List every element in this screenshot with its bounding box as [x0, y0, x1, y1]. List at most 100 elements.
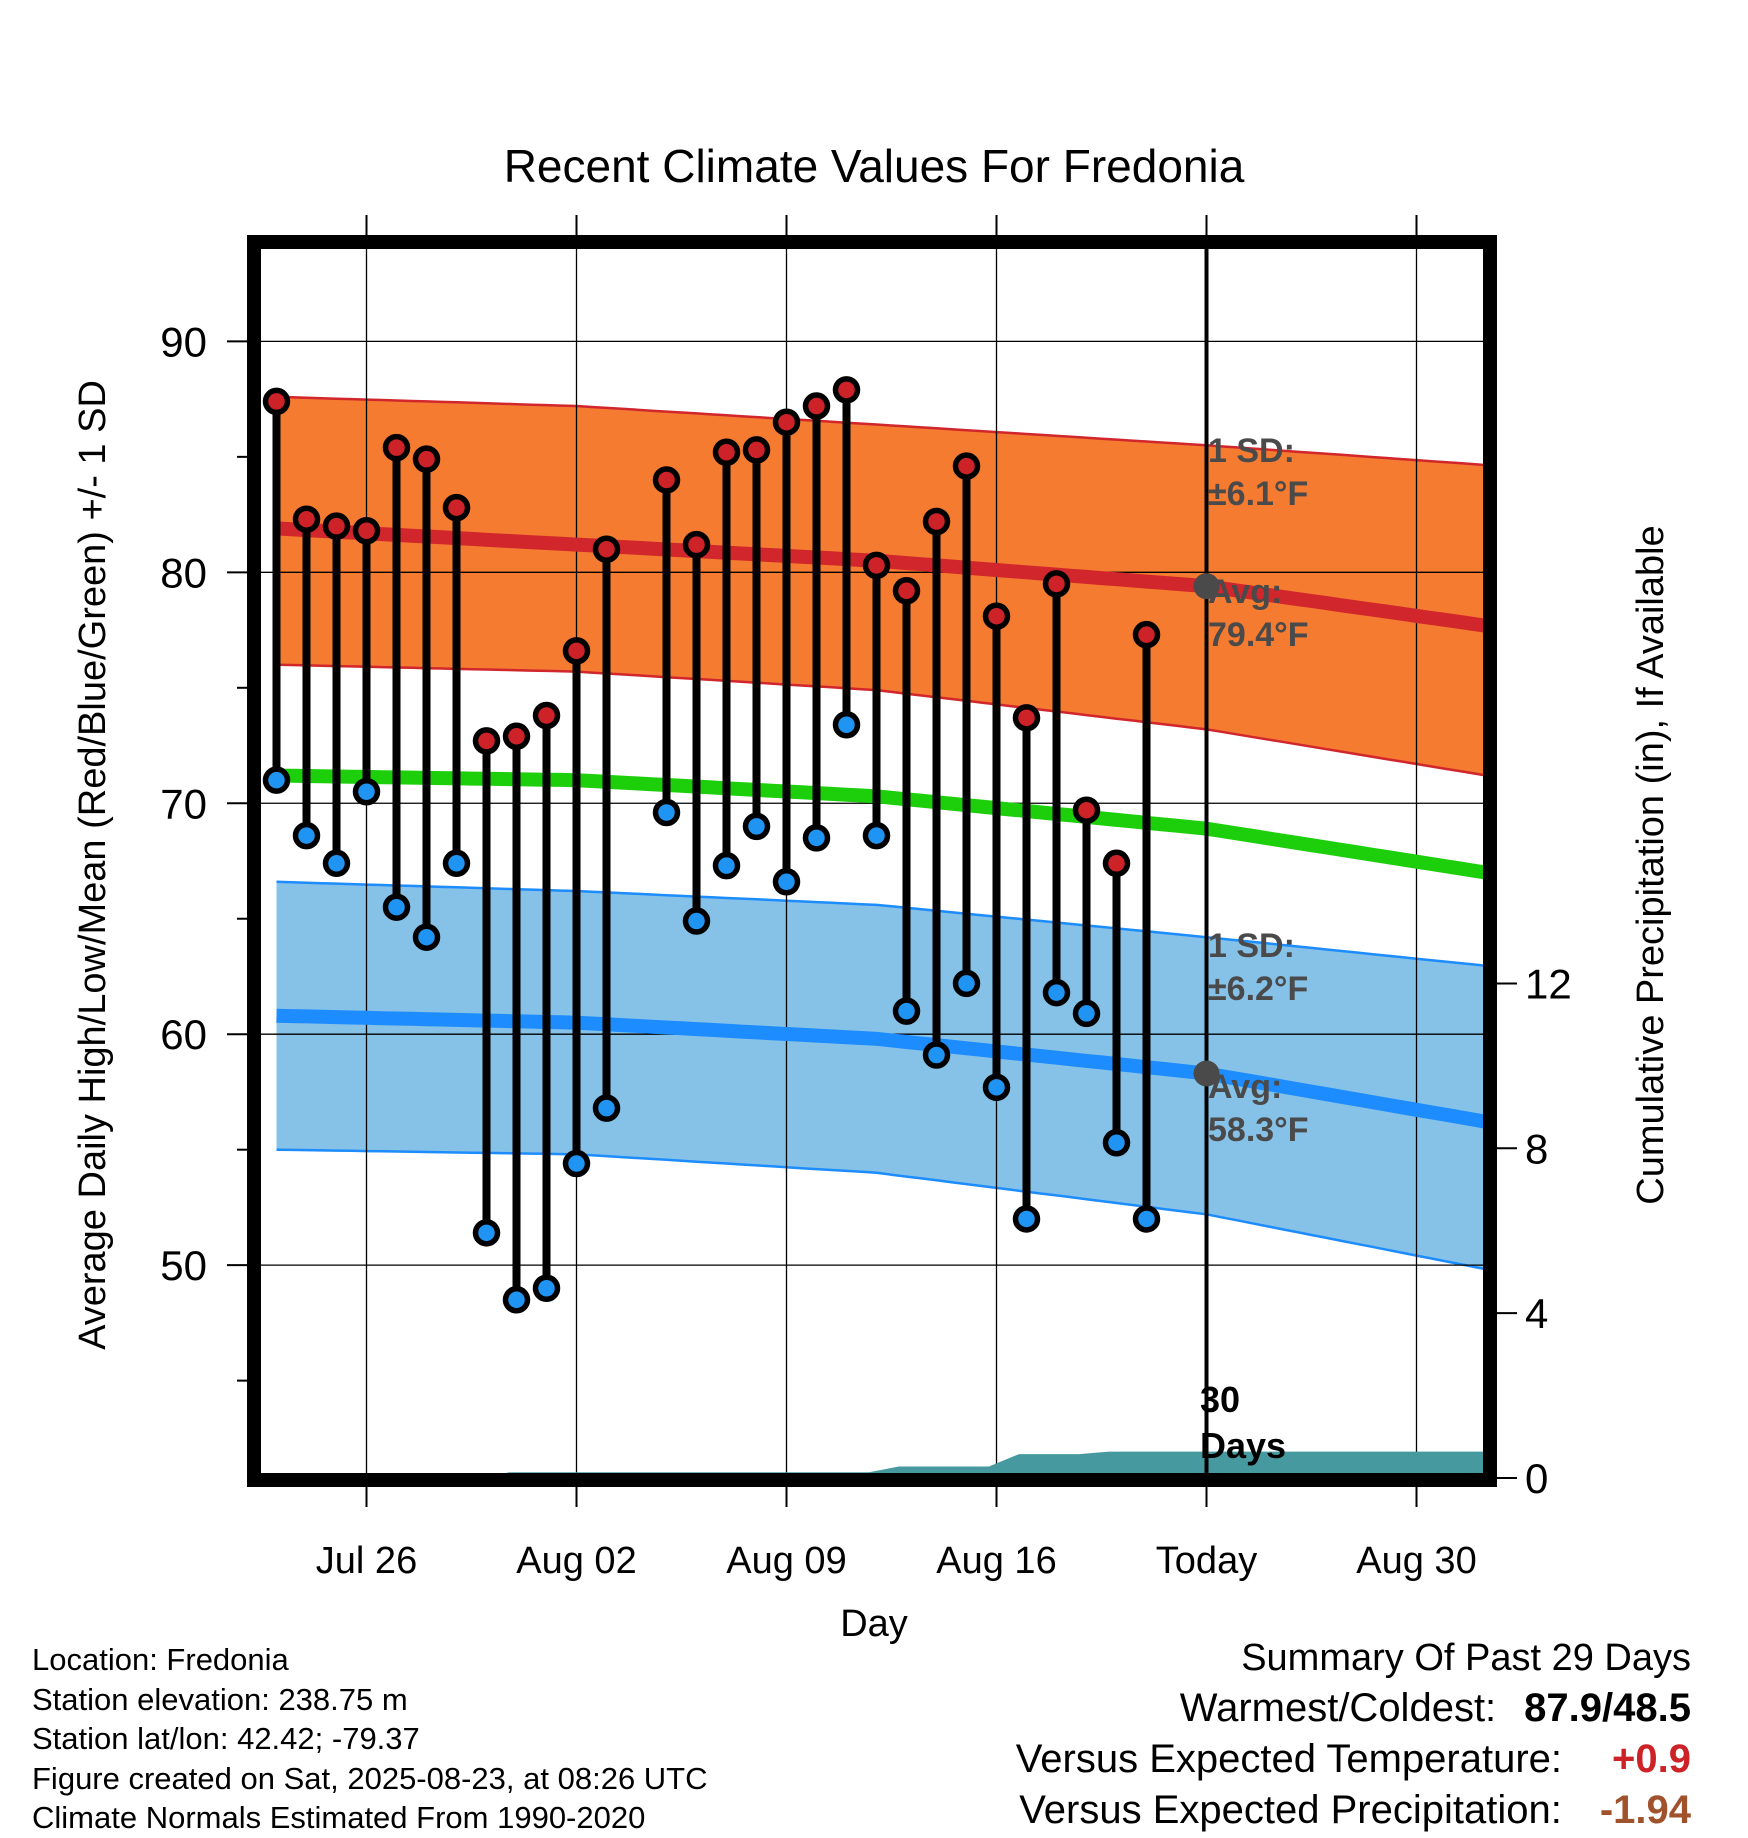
high-band-upper-edge	[276, 395, 1483, 467]
daily-high-marker	[652, 466, 681, 494]
created-text: Figure created on Sat, 2025-08-23, at 08…	[32, 1760, 708, 1796]
summary-title: Summary Of Past 29 Days	[1241, 1637, 1691, 1679]
normal-low-line	[276, 1008, 1483, 1129]
location-text: Location: Fredonia	[32, 1642, 289, 1677]
plot-content	[261, 243, 1483, 1479]
daily-high-marker	[682, 530, 711, 559]
daily-low-marker	[1012, 1205, 1041, 1233]
daily-low-marker	[862, 821, 891, 850]
daily-low-marker	[922, 1041, 951, 1069]
daily-high-marker	[412, 445, 441, 473]
daily-high-marker	[892, 577, 921, 605]
y-tick-label: 50	[160, 1242, 207, 1289]
high-sd-value: ±6.1°F	[1208, 475, 1308, 513]
daily-high-marker	[802, 392, 831, 420]
x-tick-label: Aug 09	[726, 1540, 846, 1582]
y-tick-label: 60	[160, 1011, 207, 1058]
today-high-normal-dot	[1193, 573, 1220, 600]
daily-high-marker	[862, 551, 891, 580]
daily-low-marker	[652, 798, 681, 827]
today-low-normal-dot	[1193, 1060, 1220, 1087]
daily-high-marker	[442, 493, 471, 522]
daily-high-marker	[832, 376, 861, 404]
x-tick-label: Aug 30	[1356, 1540, 1476, 1582]
high-band-lower-edge	[276, 663, 1483, 777]
daily-low-marker	[1072, 999, 1101, 1028]
daily-high-marker	[712, 438, 741, 466]
high-sd-label: 1 SD:	[1208, 432, 1295, 470]
daily-low-marker	[262, 766, 291, 794]
y2-tick-label: 12	[1525, 960, 1572, 1007]
daily-high-marker	[352, 517, 381, 545]
annotations: 1 SD: ±6.1°F Avg: 79.4°F 1 SD: ±6.2°F Av…	[1200, 432, 1309, 1466]
daily-low-marker	[532, 1274, 561, 1302]
daily-low-marker	[832, 710, 861, 739]
warm-cold-value: 87.9/48.5	[1524, 1686, 1691, 1730]
y-tick-label: 80	[160, 549, 207, 596]
daily-low-marker	[592, 1094, 621, 1122]
latlon-text: Station lat/lon: 42.42; -79.37	[32, 1721, 420, 1756]
daily-low-marker	[322, 849, 351, 878]
daily-low-marker	[1042, 978, 1071, 1007]
daily-high-marker	[1072, 796, 1101, 824]
daily-high-marker	[262, 387, 291, 416]
daily-low-marker	[472, 1219, 501, 1247]
precip-anomaly-value: -1.94	[1599, 1788, 1691, 1832]
high-avg-label: Avg:	[1208, 573, 1282, 611]
daily-low-marker	[742, 812, 771, 841]
temp-anomaly-value: +0.9	[1612, 1737, 1691, 1781]
elevation-text: Station elevation: 238.75 m	[32, 1681, 408, 1717]
temp-anomaly-label: Versus Expected Temperature:	[1015, 1737, 1563, 1781]
daily-high-marker	[322, 512, 351, 540]
daily-low-marker	[352, 777, 381, 806]
daily-high-marker	[562, 637, 591, 665]
daily-high-marker	[1012, 704, 1041, 732]
normals-text: Climate Normals Estimated From 1990-2020	[32, 1800, 646, 1835]
x-tick-label: Jul 26	[316, 1540, 417, 1582]
low-avg-value: 58.3°F	[1208, 1111, 1309, 1149]
daily-low-marker	[502, 1286, 531, 1314]
low-band-upper-edge	[276, 880, 1483, 967]
daily-high-marker	[502, 722, 531, 751]
daily-high-marker	[532, 701, 561, 730]
daily-low-marker	[1132, 1205, 1161, 1233]
precip-anomaly-label: Versus Expected Precipitation:	[1019, 1788, 1562, 1832]
daily-low-marker	[682, 907, 711, 935]
low-avg-label: Avg:	[1208, 1068, 1282, 1106]
summary-panel: Summary Of Past 29 Days Warmest/Coldest:…	[1016, 1633, 1691, 1836]
daily-low-marker	[952, 969, 981, 998]
low-sd-value: ±6.2°F	[1208, 970, 1308, 1008]
daily-low-marker	[562, 1149, 591, 1178]
y-axis-label: Average Daily High/Low/Mean (Red/Blue/Gr…	[72, 380, 114, 1350]
daily-low-marker	[802, 824, 831, 852]
daily-low-marker	[712, 851, 741, 880]
x-axis-label: Day	[840, 1603, 908, 1645]
daily-high-marker	[772, 408, 801, 436]
low-sd-band	[276, 881, 1483, 1269]
x-tick-label: Aug 02	[516, 1540, 636, 1582]
daily-high-marker	[292, 505, 321, 533]
low-band-lower-edge	[276, 1148, 1483, 1270]
normal-mean-line	[276, 768, 1483, 880]
precip-days-number: 30	[1200, 1379, 1240, 1420]
daily-high-marker	[952, 452, 981, 480]
daily-low-marker	[412, 923, 441, 951]
precip-days-label: Days	[1200, 1425, 1286, 1466]
station-info: Location: Fredonia Station elevation: 23…	[32, 1640, 708, 1838]
chart-title: Recent Climate Values For Fredonia	[504, 140, 1245, 192]
axes-layer: 50 60 70 80 90 0 4 8 12 Jul 26 Aug 02 Aug 09 Aug 16 T…	[160, 215, 1572, 1582]
cumulative-precip-area	[505, 1451, 1483, 1473]
daily-high-marker	[382, 433, 411, 462]
daily-low-marker	[292, 821, 321, 850]
plot-frame	[247, 235, 1497, 1487]
daily-low-marker	[382, 893, 411, 921]
x-tick-label: Aug 16	[936, 1540, 1056, 1582]
daily-low-marker	[442, 849, 471, 878]
daily-low-marker	[982, 1073, 1011, 1102]
y2-tick-label: 4	[1525, 1290, 1548, 1337]
y-tick-label: 90	[160, 318, 207, 365]
daily-low-marker	[772, 868, 801, 896]
y2-tick-label: 0	[1525, 1455, 1548, 1502]
low-sd-label: 1 SD:	[1208, 927, 1295, 965]
